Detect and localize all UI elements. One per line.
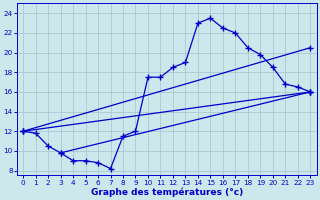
X-axis label: Graphe des températures (°c): Graphe des températures (°c): [91, 187, 243, 197]
